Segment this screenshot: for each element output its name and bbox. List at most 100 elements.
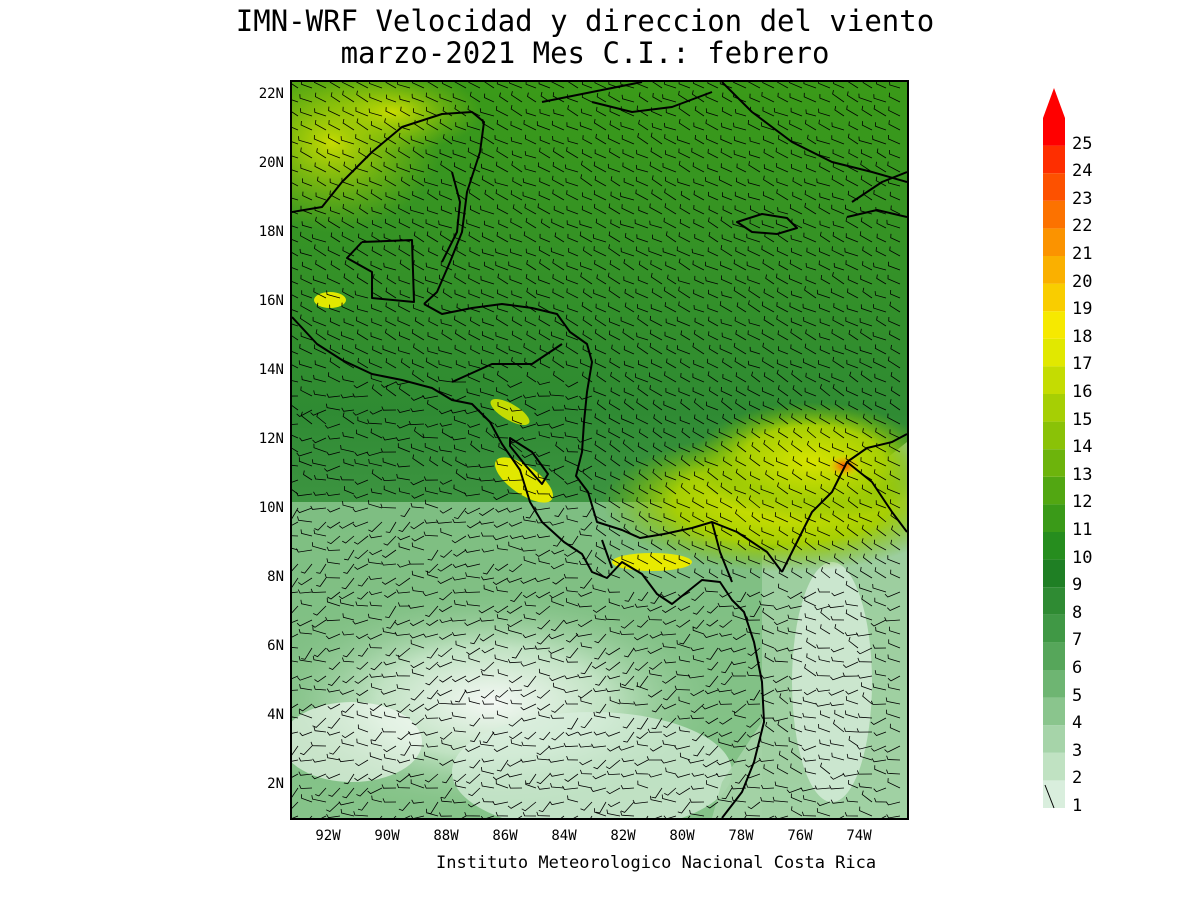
wind-barb — [577, 689, 593, 699]
wind-barb — [552, 147, 565, 159]
wind-barb — [610, 484, 621, 495]
wind-barb — [427, 164, 439, 173]
wind-barb — [492, 773, 509, 781]
wind-barb — [399, 290, 411, 299]
wind-barb — [777, 330, 789, 341]
wind-barb — [762, 135, 775, 145]
wind-barb — [408, 560, 425, 565]
wind-barb — [818, 260, 831, 271]
wind-barb — [775, 147, 789, 159]
colorbar-cell — [1043, 200, 1065, 229]
wind-barb — [663, 815, 677, 818]
wind-barb — [496, 710, 509, 719]
wind-barb — [691, 731, 705, 742]
wind-barb — [536, 689, 551, 699]
wind-barb — [292, 563, 299, 572]
wind-barb — [777, 720, 789, 733]
wind-barb — [355, 107, 369, 117]
wind-barb — [831, 329, 845, 341]
wind-barb — [731, 672, 746, 677]
wind-barb — [410, 689, 425, 701]
colorbar — [1043, 88, 1065, 809]
wind-barb — [581, 108, 593, 117]
wind-barb — [523, 485, 537, 495]
colorbar-label: 17 — [1072, 354, 1093, 375]
wind-barb — [687, 759, 705, 764]
wind-barb — [524, 357, 537, 369]
colorbar-cell — [1043, 118, 1065, 146]
wind-barb — [608, 302, 621, 313]
wind-barb — [605, 731, 621, 737]
wind-barb — [340, 394, 355, 399]
wind-barb — [761, 784, 775, 790]
wind-barb — [295, 548, 313, 553]
wind-barb — [565, 342, 579, 355]
wind-barb — [638, 119, 649, 131]
wind-barb — [610, 219, 621, 229]
wind-barb — [554, 232, 565, 243]
wind-barb — [704, 773, 719, 779]
wind-barb — [577, 444, 593, 453]
wind-barb — [806, 457, 817, 467]
wind-barb — [746, 731, 761, 738]
wind-barb — [663, 554, 677, 565]
wind-barb — [887, 555, 901, 565]
wind-barb — [678, 471, 691, 481]
wind-barb — [736, 528, 747, 537]
wind-barb — [411, 328, 425, 341]
wind-barb — [369, 549, 383, 556]
wind-barb — [366, 451, 383, 457]
wind-barb — [620, 121, 635, 131]
wind-barb — [649, 569, 663, 579]
wind-barb — [356, 316, 369, 327]
wind-barb — [874, 373, 887, 383]
wind-barb — [479, 108, 495, 117]
wind-barb — [833, 553, 845, 565]
wind-barb — [638, 469, 649, 481]
wind-barb — [408, 420, 425, 426]
wind-barb — [509, 82, 523, 89]
wind-barb — [525, 108, 537, 117]
wind-barb — [720, 163, 733, 173]
wind-barb — [496, 759, 509, 772]
wind-barb — [736, 591, 747, 603]
wind-barb — [582, 288, 593, 299]
wind-barb — [397, 408, 411, 413]
wind-barb — [760, 122, 775, 131]
wind-barb — [411, 175, 425, 187]
wind-barb — [535, 549, 551, 557]
wind-barb — [763, 148, 775, 159]
wind-barb — [566, 261, 579, 271]
wind-barb — [478, 477, 495, 482]
wind-barb — [845, 233, 859, 243]
wind-barb — [620, 811, 635, 817]
wind-barb — [591, 743, 607, 748]
wind-barb — [480, 275, 495, 285]
wind-barb — [832, 456, 845, 467]
wind-barb — [609, 357, 621, 369]
wind-barb — [371, 304, 383, 313]
wind-barb — [437, 689, 453, 697]
wind-barb — [652, 82, 663, 89]
wind-barb — [845, 609, 859, 621]
wind-barb — [760, 485, 775, 495]
wind-barb — [776, 764, 789, 775]
wind-barb — [298, 771, 313, 776]
wind-barb — [607, 588, 621, 593]
wind-barb — [637, 591, 649, 601]
wind-barb — [340, 136, 355, 145]
wind-barb — [618, 699, 635, 705]
wind-barb — [413, 119, 425, 131]
wind-barb — [635, 373, 649, 383]
wind-barb — [326, 597, 341, 607]
wind-barb — [676, 135, 691, 145]
wind-barb — [427, 372, 439, 383]
wind-barb — [511, 357, 523, 369]
wind-barb — [818, 442, 831, 453]
wind-barb — [592, 584, 607, 593]
wind-barb — [552, 343, 565, 355]
wind-barb — [326, 451, 341, 456]
wind-barb — [638, 206, 649, 215]
wind-barb — [495, 331, 509, 341]
wind-barb — [652, 454, 663, 467]
